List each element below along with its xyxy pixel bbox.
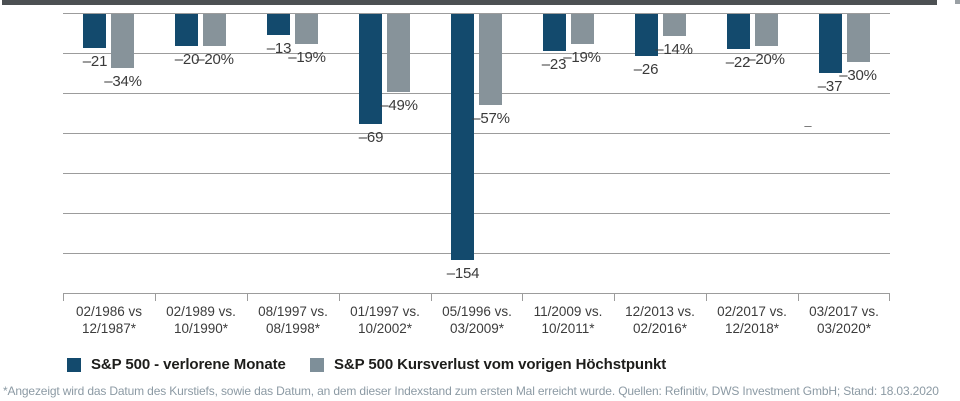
category-label: 01/1997 vs. 10/2002* xyxy=(339,303,431,337)
bar-percent-02-2017 xyxy=(755,14,778,46)
axis-tick xyxy=(63,293,64,301)
value-label-months: –69 xyxy=(358,129,384,146)
gridline xyxy=(63,53,890,54)
plot-area: –21 –34% –20 –20% –13 –19% –69 –49% –154 –57% –23–… xyxy=(63,13,890,301)
value-label-percent: –49% xyxy=(380,97,418,114)
category-label: 08/1997 vs. 08/1998* xyxy=(247,303,339,337)
axis-tick xyxy=(889,293,890,301)
bar-months-12-2013 xyxy=(635,14,658,56)
bar-months-03-2017 xyxy=(819,14,842,73)
value-label-percent: –20% xyxy=(196,51,234,68)
gridline xyxy=(63,293,890,294)
category-label: 11/2009 vs. 10/2011* xyxy=(522,303,614,337)
value-label-months: –23 xyxy=(541,56,567,73)
category-label-line: 10/1990* xyxy=(173,321,229,336)
legend: S&P 500 - verlorene Monate S&P 500 Kursv… xyxy=(0,356,960,376)
axis-tick xyxy=(155,293,156,301)
gridline xyxy=(63,173,890,174)
value-label-percent: –19% xyxy=(288,49,326,66)
axis-tick xyxy=(339,293,340,301)
gridline xyxy=(63,253,890,254)
value-label-months: –13 xyxy=(266,40,292,57)
bar-months-05-1996 xyxy=(451,14,474,260)
category-label-line: 12/2013 vs. xyxy=(625,304,695,319)
legend-label-lost-months: S&P 500 - verlorene Monate xyxy=(91,356,286,373)
legend-swatch-navy-icon xyxy=(67,357,81,372)
category-label-line: 10/2011* xyxy=(541,321,595,336)
category-label-line: 10/2002* xyxy=(357,321,413,336)
category-label-line: 12/1987* xyxy=(81,321,137,336)
category-label-line: 12/2018* xyxy=(724,321,780,336)
category-label: 12/2013 vs. 02/2016* xyxy=(614,303,706,337)
value-label-months: –37 xyxy=(817,78,843,95)
value-label-months: –154 xyxy=(446,265,480,282)
bar-months-02-1989 xyxy=(175,14,198,46)
category-label-line: 05/1996 vs. xyxy=(442,304,512,319)
bar-percent-01-1997 xyxy=(387,14,410,92)
axis-tick xyxy=(706,293,707,301)
category-label-line: 03/2009* xyxy=(449,321,505,336)
category-label: 03/2017 vs. 03/2020* xyxy=(798,303,890,337)
bar-percent-11-2009 xyxy=(571,14,594,44)
bar-months-11-2009 xyxy=(543,14,566,51)
legend-swatch-gray-icon xyxy=(310,357,324,372)
category-label-line: 11/2009 vs. xyxy=(533,304,603,319)
stray-dash-artifact: – xyxy=(804,118,812,133)
value-label-percent: –19% xyxy=(563,49,601,66)
value-label-months: –22 xyxy=(725,54,751,71)
category-label-line: 02/2016* xyxy=(632,321,688,336)
value-label-percent: –57% xyxy=(472,110,510,127)
value-label-percent: –30% xyxy=(839,67,877,84)
category-label-line: 08/1998* xyxy=(265,321,321,336)
category-label: 02/1986 vs 12/1987* xyxy=(63,303,155,337)
value-label-percent: –20% xyxy=(747,51,785,68)
category-label-line: 03/2017 vs. xyxy=(809,304,879,319)
category-label: 02/1989 vs. 10/1990* xyxy=(155,303,247,337)
axis-tick xyxy=(522,293,523,301)
baseline-gridline xyxy=(63,13,890,14)
axis-tick xyxy=(798,293,799,301)
axis-tick xyxy=(431,293,432,301)
bar-percent-08-1997 xyxy=(295,14,318,44)
value-label-months: –21 xyxy=(82,53,108,70)
axis-tick xyxy=(614,293,615,301)
legend-item-lost-months: S&P 500 - verlorene Monate xyxy=(67,356,286,373)
bar-percent-05-1996 xyxy=(479,14,502,105)
bar-percent-12-2013 xyxy=(663,14,686,36)
header-rule-fragment xyxy=(955,0,960,4)
value-label-months: –20 xyxy=(174,51,200,68)
value-label-percent: –34% xyxy=(104,73,142,90)
x-axis: 02/1986 vs 12/1987* 02/1989 vs. 10/1990* 08/… xyxy=(63,303,890,343)
category-label-line: 02/1989 vs. xyxy=(166,304,236,319)
bar-months-02-2017 xyxy=(727,14,750,49)
value-label-months: –26 xyxy=(633,61,659,78)
gridline xyxy=(63,93,890,94)
value-label-percent: –14% xyxy=(655,41,693,58)
bar-months-02-1986 xyxy=(83,14,106,48)
category-label-line: 08/1997 vs. xyxy=(258,304,328,319)
header-rule xyxy=(2,0,937,5)
bar-percent-02-1989 xyxy=(203,14,226,46)
bar-months-08-1997 xyxy=(267,14,290,35)
category-label: 02/2017 vs. 12/2018* xyxy=(706,303,798,337)
legend-label-drawdown: S&P 500 Kursverlust vom vorigen Höchstpu… xyxy=(334,356,667,373)
footnote: *Angezeigt wird das Datum des Kurstiefs,… xyxy=(3,384,939,398)
gridline xyxy=(63,133,890,134)
category-label-line: 01/1997 vs. xyxy=(350,304,420,319)
gridline xyxy=(63,213,890,214)
category-label-line: 02/1986 vs xyxy=(75,304,143,319)
category-label-line: 02/2017 vs. xyxy=(717,304,787,319)
bar-months-01-1997 xyxy=(359,14,382,124)
category-label: 05/1996 vs. 03/2009* xyxy=(431,303,523,337)
bar-percent-03-2017 xyxy=(847,14,870,62)
legend-item-drawdown: S&P 500 Kursverlust vom vorigen Höchstpu… xyxy=(310,356,666,373)
bar-percent-02-1986 xyxy=(111,14,134,68)
category-label-line: 03/2020* xyxy=(816,321,872,336)
axis-tick xyxy=(247,293,248,301)
